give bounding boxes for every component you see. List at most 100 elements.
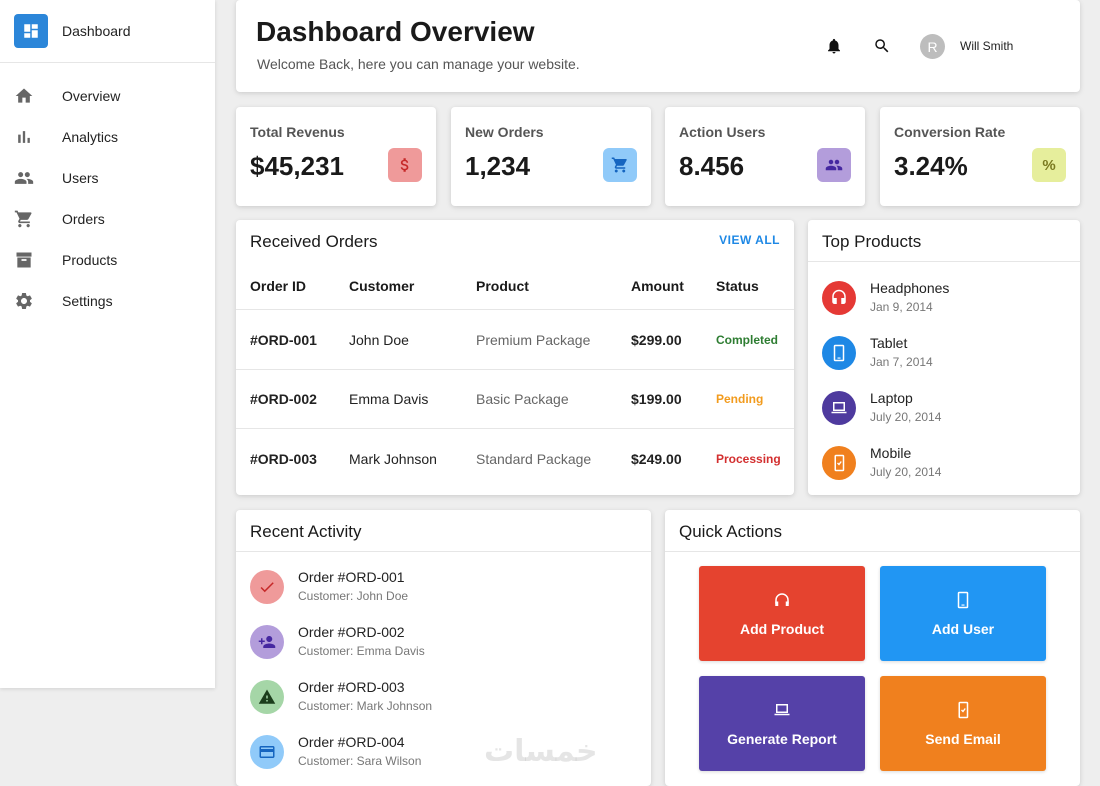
stat-value: $45,231	[250, 151, 344, 181]
table-row[interactable]: #ORD-001 John Doe Premium Package $299.0…	[236, 311, 794, 370]
avatar[interactable]: R	[920, 34, 945, 59]
column-header: Product	[476, 277, 529, 294]
card-title: Received Orders	[250, 232, 378, 251]
status-badge: Processing	[716, 451, 781, 466]
add-product-button[interactable]: Add Product	[699, 566, 865, 661]
generate-report-button[interactable]: Generate Report	[699, 676, 865, 771]
page-subtitle: Welcome Back, here you can manage your w…	[257, 56, 580, 72]
sidebar: Dashboard Overview Analytics Users Order…	[0, 0, 215, 688]
dashboard-logo-icon	[14, 14, 48, 48]
sidebar-nav: Overview Analytics Users Orders Products…	[0, 63, 215, 321]
headphones-icon	[772, 590, 792, 610]
list-item[interactable]: Mobile July 20, 2014	[822, 443, 1062, 483]
search-icon[interactable]	[872, 36, 892, 56]
order-customer: Mark Johnson	[349, 450, 437, 467]
column-header: Status	[716, 277, 759, 294]
add-user-icon	[250, 625, 284, 659]
top-products-card: Top Products Headphones Jan 9, 2014 Tabl…	[808, 220, 1080, 495]
sidebar-item-label: Products	[62, 251, 118, 268]
send-email-button[interactable]: Send Email	[880, 676, 1046, 771]
stat-value: 8.456	[679, 151, 745, 181]
list-item[interactable]: Order #ORD-003 Customer: Mark Johnson	[250, 678, 630, 718]
order-product: Basic Package	[476, 391, 569, 407]
product-name: Headphones	[870, 280, 950, 296]
stat-label: Conversion Rate	[894, 124, 1006, 140]
activity-subtitle: Customer: Mark Johnson	[298, 699, 433, 713]
sidebar-item-label: Analytics	[62, 128, 119, 145]
activity-subtitle: Customer: Emma Davis	[298, 644, 425, 658]
order-customer: Emma Davis	[349, 391, 429, 407]
column-header: Customer	[349, 277, 415, 294]
stat-label: Total Revenus	[250, 124, 345, 140]
list-item[interactable]: Order #ORD-004 Customer: Sara Wilson	[250, 733, 630, 773]
list-item[interactable]: Tablet Jan 7, 2014	[822, 333, 1062, 373]
card-title: Recent Activity	[250, 522, 362, 541]
stat-value: 1,234	[465, 151, 531, 181]
stat-card-users: Action Users 8.456	[665, 107, 865, 206]
stat-value: 3.24%	[894, 151, 968, 181]
order-customer: John Doe	[349, 332, 409, 348]
activity-title: Order #ORD-001	[298, 569, 405, 585]
received-orders-card: Received Orders VIEW ALL Order ID Custom…	[236, 220, 794, 495]
stat-label: Action Users	[679, 124, 766, 140]
order-amount: $249.00	[631, 450, 682, 467]
sidebar-item-label: Users	[62, 169, 99, 186]
view-all-link[interactable]: VIEW ALL	[719, 233, 780, 247]
column-header: Amount	[631, 277, 684, 294]
divider	[665, 551, 1080, 552]
button-label: Add Product	[740, 621, 824, 637]
table-row[interactable]: #ORD-003 Mark Johnson Standard Package $…	[236, 429, 794, 488]
sidebar-item-orders[interactable]: Orders	[0, 198, 215, 239]
sidebar-item-overview[interactable]: Overview	[0, 75, 215, 116]
product-date: July 20, 2014	[870, 410, 942, 424]
credit-card-icon	[250, 735, 284, 769]
list-item[interactable]: Order #ORD-002 Customer: Emma Davis	[250, 623, 630, 663]
users-icon	[14, 168, 34, 188]
list-item[interactable]: Order #ORD-001 Customer: John Doe	[250, 568, 630, 608]
sidebar-item-label: Orders	[62, 210, 105, 227]
button-label: Generate Report	[727, 731, 837, 747]
table-row[interactable]: #ORD-002 Emma Davis Basic Package $199.0…	[236, 370, 794, 429]
card-title: Quick Actions	[679, 522, 782, 541]
add-user-button[interactable]: Add User	[880, 566, 1046, 661]
sidebar-item-label: Overview	[62, 87, 121, 104]
product-date: Jan 9, 2014	[870, 300, 933, 314]
card-title: Top Products	[822, 232, 922, 251]
order-id: #ORD-001	[250, 332, 317, 348]
activity-title: Order #ORD-002	[298, 624, 405, 640]
sidebar-item-label: Settings	[62, 292, 113, 309]
sidebar-item-settings[interactable]: Settings	[0, 280, 215, 321]
order-id: #ORD-002	[250, 391, 317, 407]
bell-icon[interactable]	[824, 36, 844, 56]
user-name[interactable]: Will Smith	[960, 39, 1014, 53]
bar-chart-icon	[14, 127, 34, 147]
activity-subtitle: Customer: John Doe	[298, 589, 409, 603]
sidebar-item-users[interactable]: Users	[0, 157, 215, 198]
column-header: Order ID	[250, 277, 307, 294]
list-item[interactable]: Headphones Jan 9, 2014	[822, 278, 1062, 318]
laptop-icon	[822, 391, 856, 425]
watermark: خمسات	[484, 734, 598, 769]
order-amount: $199.00	[631, 391, 682, 407]
gear-icon	[14, 291, 34, 311]
sidebar-item-products[interactable]: Products	[0, 239, 215, 280]
stat-card-orders: New Orders 1,234	[451, 107, 651, 206]
product-name: Laptop	[870, 390, 913, 406]
order-product: Standard Package	[476, 450, 592, 467]
headphones-icon	[822, 281, 856, 315]
tablet-icon	[953, 590, 973, 610]
product-name: Mobile	[870, 445, 912, 461]
page-header: Dashboard Overview Welcome Back, here yo…	[236, 0, 1080, 92]
button-label: Send Email	[925, 731, 1001, 747]
order-product: Premium Package	[476, 332, 591, 348]
cart-icon	[14, 209, 34, 229]
stat-card-conversion: Conversion Rate 3.24% %	[880, 107, 1080, 206]
warning-icon	[250, 680, 284, 714]
list-item[interactable]: Laptop July 20, 2014	[822, 388, 1062, 428]
sidebar-item-analytics[interactable]: Analytics	[0, 116, 215, 157]
laptop-icon	[772, 700, 792, 720]
activity-title: Order #ORD-004	[298, 734, 405, 750]
product-date: Jan 7, 2014	[870, 355, 933, 369]
table-header: Order ID Customer Product Amount Status	[236, 262, 794, 310]
sidebar-brand[interactable]: Dashboard	[0, 0, 215, 63]
